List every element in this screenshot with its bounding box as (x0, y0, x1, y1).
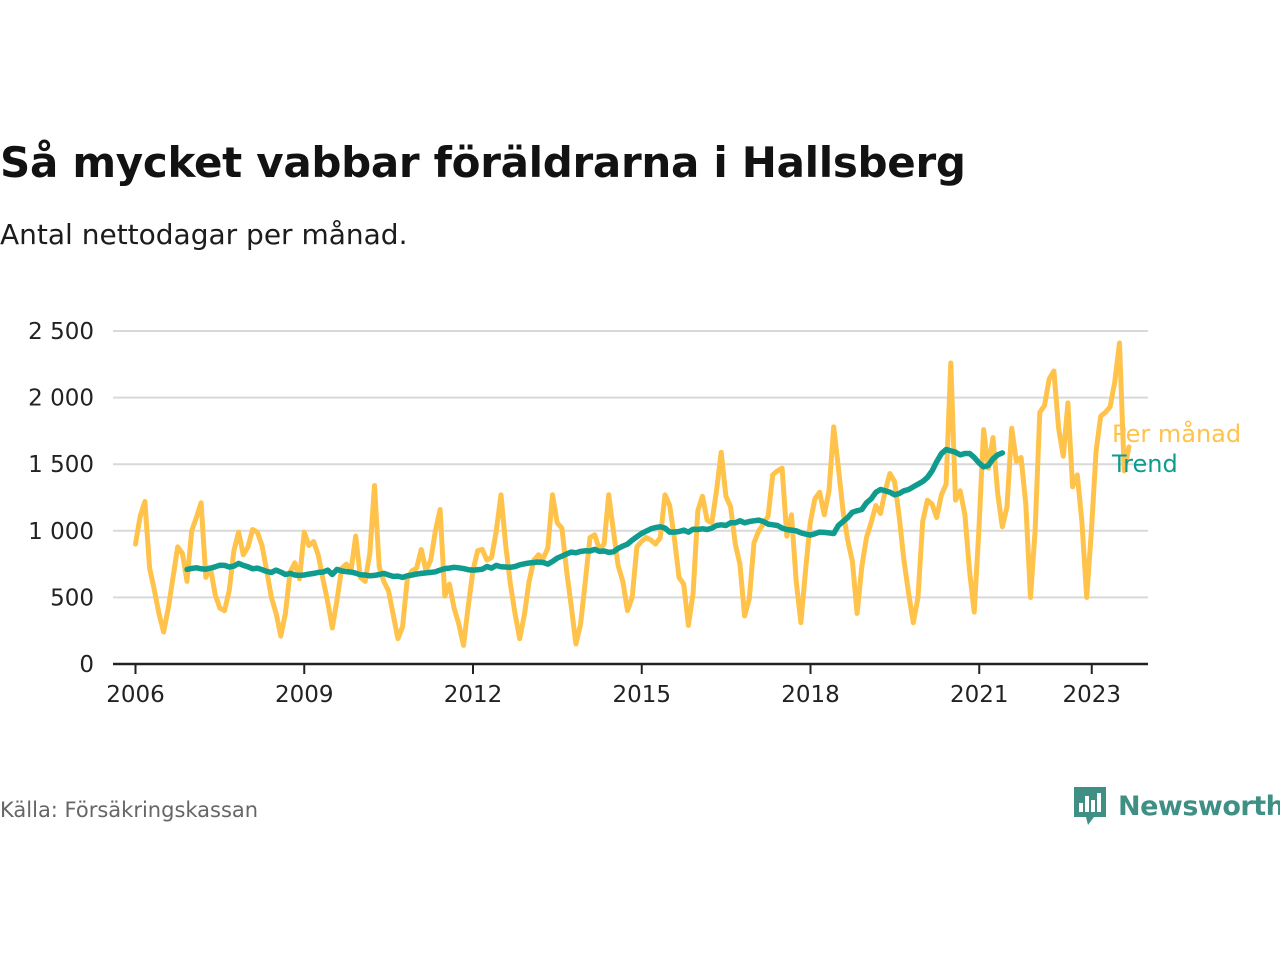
series-label-trend: Trend (1111, 450, 1178, 478)
series (133, 340, 1132, 648)
brand-name: Newsworthy (1118, 790, 1280, 822)
y-tick-label: 2 500 (28, 319, 94, 345)
chart-title: Så mycket vabbar föräldrarna i Hallsberg (0, 138, 966, 187)
line-chart: 0 500 1 000 1 500 2 000 2 500 2006 2009 2012 2015… (28, 319, 1241, 708)
source-note: Källa: Försäkringskassan (0, 798, 259, 822)
x-tick-label: 2021 (950, 682, 1009, 708)
y-tick-label: 2 000 (28, 386, 94, 412)
axes: 0 500 1 000 1 500 2 000 2 500 2006 2009 2012 2015… (28, 319, 1148, 708)
x-tick-label: 2018 (781, 682, 840, 708)
y-tick-label: 1 500 (28, 452, 94, 478)
newsworthy-logo: Newsworthy (1072, 785, 1280, 827)
series-label-monthly: Per månad (1112, 419, 1241, 448)
chart-subtitle: Antal nettodagar per månad. (0, 218, 408, 251)
x-tick-label: 2023 (1062, 682, 1121, 708)
y-tick-label: 0 (79, 652, 94, 678)
newsworthy-chart-icon (1074, 787, 1106, 825)
x-tick-label: 2015 (612, 682, 671, 708)
y-tick-label: 500 (50, 585, 94, 611)
x-tick-label: 2009 (275, 682, 334, 708)
x-tick-label: 2006 (106, 682, 165, 708)
x-tick-label: 2012 (444, 682, 503, 708)
series-line-monthly (133, 340, 1132, 648)
series-line-trend (184, 446, 1006, 581)
y-tick-label: 1 000 (28, 519, 94, 545)
